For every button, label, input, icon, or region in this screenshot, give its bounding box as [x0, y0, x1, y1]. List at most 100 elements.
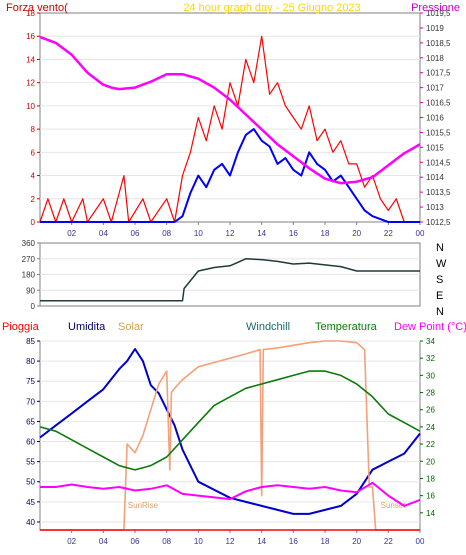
compass-label: N [436, 306, 444, 318]
panel1-right-tick-label: 1017,5 [426, 69, 451, 78]
panel3-x-tick-label: 00 [416, 537, 425, 546]
series-dewpoint-line [40, 481, 421, 507]
legend-3: Windchill [246, 321, 290, 333]
sunrise-label: SunRise [128, 501, 159, 510]
compass-label: W [436, 258, 447, 270]
panel3-left-tick-label: 60 [26, 438, 35, 447]
panel3-left-tick-label: 50 [26, 478, 35, 487]
panel1-right-tick-label: 1017 [426, 84, 444, 93]
series-humidity-line [39, 348, 421, 515]
sunset-label: Sunset [381, 501, 407, 510]
panel3-right-tick-label: 24 [426, 423, 435, 432]
panel2-left-tick-label: 180 [22, 271, 36, 280]
series-solar-line [40, 340, 420, 531]
compass-label: S [436, 274, 443, 286]
panel3-left-tick-label: 65 [26, 417, 35, 426]
panel3-x-tick-label: 10 [194, 537, 203, 546]
panel3-x-tick-label: 16 [289, 537, 298, 546]
series-temperature-line [39, 370, 421, 471]
panel1-x-tick-label: 14 [257, 229, 266, 238]
panel1-left-tick-label: 12 [26, 79, 35, 88]
panel3-right-tick-label: 20 [426, 457, 435, 466]
legend-2: Solar [118, 321, 144, 333]
panel3-x-tick-label: 12 [226, 537, 235, 546]
panel1-right-tick-label: 1014 [426, 173, 444, 182]
panel1-x-tick-label: 12 [226, 229, 235, 238]
panel3-right-tick-label: 14 [426, 509, 435, 518]
panel3-x-tick-label: 22 [384, 537, 393, 546]
chart-title: 24 hour graph day - 25 Giugno 2023 [183, 2, 360, 14]
panel1-right-tick-label: 1013,5 [426, 188, 451, 197]
panel3-x-tick-label: 14 [257, 537, 266, 546]
panel1-left-tick-label: 0 [31, 218, 36, 227]
panel1-right-tick-label: 1018 [426, 54, 444, 63]
series-wind-line [40, 128, 420, 223]
panel1-frame [39, 12, 421, 223]
wind-speed-label: Forza vento( [6, 2, 68, 14]
panel1-left-tick-label: 14 [26, 55, 35, 64]
panel1-x-tick-label: 20 [352, 229, 361, 238]
panel1-x-tick-label: 18 [321, 229, 330, 238]
panel3-left-tick-label: 70 [26, 397, 35, 406]
panel2-left-tick-label: 270 [22, 255, 36, 264]
panel1-x-tick-label: 04 [99, 229, 108, 238]
panel1-x-tick-label: 08 [162, 229, 171, 238]
panel1-x-tick-label: 16 [289, 229, 298, 238]
panel3-right-tick-label: 26 [426, 406, 435, 415]
panel1-left-tick-label: 6 [31, 148, 36, 157]
panel3-right-tick-label: 16 [426, 492, 435, 501]
panel3-left-tick-label: 75 [26, 377, 35, 386]
panel1-left-tick-label: 2 [31, 195, 36, 204]
panel1-left-tick-label: 16 [26, 32, 35, 41]
panel1-right-tick-label: 1015 [426, 143, 444, 152]
legend-0: Pioggia [2, 321, 40, 333]
panel3-x-tick-label: 18 [321, 537, 330, 546]
panel2-left-tick-label: 0 [31, 302, 36, 311]
panel1-right-tick-label: 1015,5 [426, 128, 451, 137]
panel3-x-tick-label: 04 [99, 537, 108, 546]
panel1-left-tick-label: 18 [26, 9, 35, 18]
panel3-right-tick-label: 32 [426, 354, 435, 363]
panel3-right-tick-label: 18 [426, 474, 435, 483]
panel3-right-tick-label: 22 [426, 440, 435, 449]
pressure-label: Pressione [411, 2, 460, 14]
panel1-right-tick-label: 1016,5 [426, 99, 451, 108]
panel3-right-tick-label: 28 [426, 389, 435, 398]
panel1-x-tick-label: 00 [416, 229, 425, 238]
panel1-left-tick-label: 8 [31, 125, 36, 134]
panel1-right-tick-label: 1014,5 [426, 158, 451, 167]
panel1-right-tick-label: 1019 [426, 24, 444, 33]
panel1-right-tick-label: 1018,5 [426, 39, 451, 48]
compass-label: E [436, 290, 443, 302]
series-direction-line [40, 258, 420, 302]
panel3-left-tick-label: 85 [26, 337, 35, 346]
panel3-left-tick-label: 80 [26, 357, 35, 366]
panel3-x-tick-label: 06 [131, 537, 140, 546]
panel1-x-tick-label: 22 [384, 229, 393, 238]
panel1-left-tick-label: 4 [31, 172, 36, 181]
panel3-left-tick-label: 45 [26, 498, 35, 507]
legend-1: Umidita [68, 321, 106, 333]
legend-4: Temperatura [315, 321, 378, 333]
panel3-right-tick-label: 34 [426, 337, 435, 346]
panel2-left-tick-label: 90 [26, 286, 35, 295]
compass-label: N [436, 242, 444, 254]
panel1-right-tick-label: 1019,5 [426, 9, 451, 18]
panel3-left-tick-label: 55 [26, 458, 35, 467]
panel1-right-tick-label: 1013 [426, 203, 444, 212]
panel3-x-tick-label: 02 [67, 537, 76, 546]
series-pressure-line [39, 35, 421, 185]
panel1-x-tick-label: 06 [131, 229, 140, 238]
panel3-x-tick-label: 08 [162, 537, 171, 546]
panel1-x-tick-label: 02 [67, 229, 76, 238]
panel1-right-tick-label: 1016 [426, 114, 444, 123]
panel3-left-tick-label: 40 [26, 518, 35, 527]
panel1-left-tick-label: 10 [26, 102, 35, 111]
panel3-x-tick-label: 20 [352, 537, 361, 546]
panel1-x-tick-label: 10 [194, 229, 203, 238]
panel2-left-tick-label: 360 [22, 239, 36, 248]
panel3-right-tick-label: 30 [426, 371, 435, 380]
panel1-right-tick-label: 1012,5 [426, 218, 451, 227]
